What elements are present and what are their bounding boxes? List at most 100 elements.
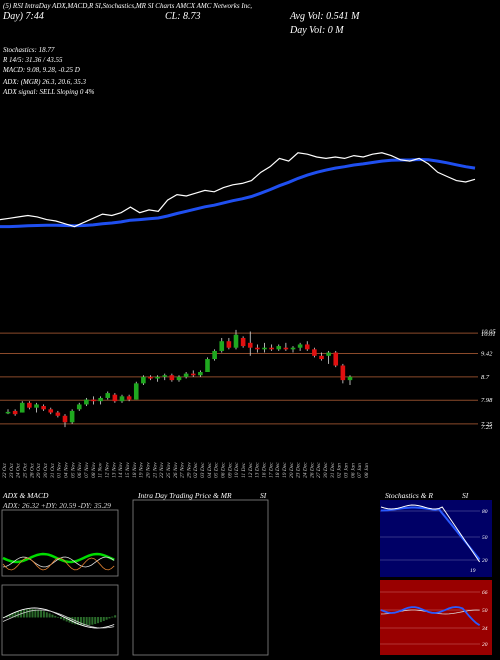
date-label: 13 Nov [111, 462, 117, 478]
price-axis-label: 10.05 [481, 328, 496, 335]
candle-body [98, 397, 103, 402]
date-label: 28 Oct [29, 463, 35, 478]
adx-line: ADX: (MGR) 26.3, 20.6, 35.3 [3, 78, 87, 86]
candle-body [333, 352, 339, 366]
time-label: Day) 7:44 [3, 11, 44, 22]
stoch-d-line [380, 506, 481, 561]
date-label: 01 Nov [57, 462, 63, 478]
macd-bar [45, 612, 48, 618]
candle-body [269, 347, 274, 350]
macd-bar [94, 617, 97, 625]
date-label: 23 Oct [9, 463, 15, 478]
date-label: 30 Dec [323, 462, 329, 479]
candle-body [48, 409, 54, 413]
candle-body [219, 341, 225, 351]
date-label: 11 Nov [98, 462, 104, 478]
date-label: 07 Nov [84, 462, 90, 478]
date-label: 06 Nov [77, 462, 83, 478]
candle-body [112, 394, 118, 402]
day-volume-label: Day Vol: 0 M [290, 25, 344, 36]
rsi-line: R 14/5: 31.36 / 43.55 [3, 56, 63, 64]
candle-body [262, 347, 267, 350]
date-label: 09 Dec [227, 462, 233, 478]
candle-body [190, 373, 196, 376]
macd-bar [82, 617, 85, 626]
date-label: 05 Nov [70, 462, 76, 478]
candle-body [247, 342, 253, 348]
date-label: 22 Oct [2, 463, 8, 478]
date-label: 25 Nov [166, 462, 172, 478]
candle-body [84, 399, 89, 405]
date-label: 24 Dec [302, 462, 309, 478]
macd-bar [71, 617, 74, 624]
macd-bar [88, 617, 91, 626]
candle-body [304, 344, 310, 350]
candle-body [41, 406, 46, 410]
stoch-axis-label: 50 [482, 535, 488, 541]
price-axis-label: 8.7 [481, 374, 490, 381]
rsi-axis-label: 20 [482, 642, 488, 648]
rsi-axis-label: 66 [482, 590, 488, 596]
intraday-panel-frame [132, 499, 269, 656]
candle-body [283, 347, 289, 350]
macd-bar [54, 615, 57, 618]
macd-bar [11, 613, 14, 618]
candle-body [27, 402, 32, 408]
macd-bar [25, 609, 28, 618]
date-label: 29 Nov [186, 462, 192, 478]
candle-body [240, 337, 246, 347]
date-label: 29 Oct [36, 463, 42, 478]
candle-body [69, 410, 75, 423]
candle-body [126, 396, 132, 400]
macd-bar [42, 611, 45, 618]
date-label: 06 Jan [350, 463, 356, 478]
rsi-line [380, 606, 481, 627]
stoch-axis-label: 20 [482, 558, 488, 564]
rsi-panel-bg [380, 580, 492, 655]
macd-bar [37, 609, 40, 618]
macd-bar [91, 617, 94, 625]
stoch-panel-title: Stochastics & R [385, 491, 433, 500]
macd-bar [62, 617, 65, 621]
candle-body [105, 393, 111, 398]
price-axis-label: 7.25 [481, 421, 493, 428]
macd-bar [48, 613, 51, 618]
date-label: 24 Oct [15, 463, 22, 478]
date-label: 02 Jan [337, 463, 343, 478]
intraday-panel-title: Intra Day Trading Price & MR [138, 491, 232, 500]
price-axis-label: 9.42 [481, 351, 493, 358]
macd-bar [57, 617, 60, 618]
macd-bar [114, 615, 117, 618]
date-label: 25 Oct [23, 463, 29, 478]
macd-bar [28, 609, 31, 618]
date-label: 11 Dec [241, 462, 247, 478]
candle-body [12, 410, 18, 415]
date-label: 03 Dec [200, 462, 206, 478]
stoch-panel-bg [380, 500, 492, 577]
macd-bar [8, 614, 11, 618]
candle-body [5, 411, 11, 414]
date-label: 18 Nov [132, 462, 138, 478]
date-label: 06 Dec [221, 462, 227, 478]
date-label: 07 Jan [357, 463, 363, 478]
candle-body [326, 352, 331, 356]
adx-line [2, 556, 115, 568]
price-axis-label: 7.98 [481, 397, 493, 404]
adx-signal-line: ADX signal: SELL Sloping 0 4% [3, 88, 95, 96]
date-label: 04 Nov [63, 462, 70, 478]
date-label: 16 Dec [262, 462, 268, 478]
macd-line [2, 607, 115, 629]
macd-bar [79, 617, 82, 626]
candle-body [233, 334, 239, 348]
intraday-panel-si: SI [260, 491, 267, 500]
candle-body [34, 404, 39, 408]
candle-body [347, 376, 353, 381]
macd-bar [60, 617, 62, 620]
stoch-last-value: 19 [470, 568, 476, 574]
candle-body [141, 376, 146, 384]
candle-body [212, 350, 217, 360]
candle-body [62, 415, 68, 423]
date-label: 18 Dec [275, 462, 281, 478]
